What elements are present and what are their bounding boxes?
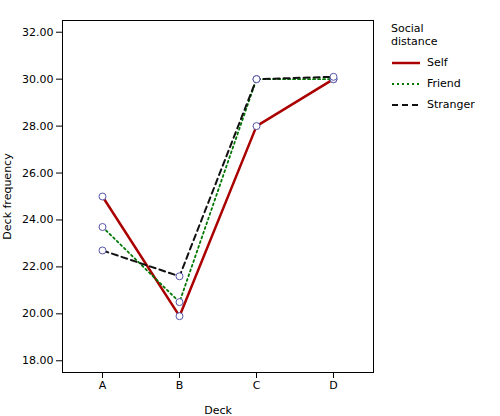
svg-text:28.00: 28.00 (22, 120, 54, 133)
svg-text:A: A (99, 379, 107, 392)
svg-text:24.00: 24.00 (22, 213, 54, 226)
html-text:Friend: Friend (427, 77, 461, 90)
html-text:Stranger: Stranger (427, 98, 475, 111)
svg-text:D: D (329, 379, 337, 392)
svg-text:B: B (176, 379, 184, 392)
html-text:Self: Self (427, 56, 448, 69)
svg-text:Deck frequency: Deck frequency (1, 153, 14, 240)
svg-text:32.00: 32.00 (22, 26, 54, 39)
svg-text:Deck: Deck (204, 404, 232, 416)
svg-text:30.00: 30.00 (22, 73, 54, 86)
svg-text:22.00: 22.00 (22, 260, 54, 273)
svg-text:20.00: 20.00 (22, 307, 54, 320)
svg-text:C: C (253, 379, 261, 392)
svg-text:26.00: 26.00 (22, 167, 54, 180)
svg-text:18.00: 18.00 (22, 354, 54, 367)
html-text:Social distance: Social distance (391, 22, 438, 48)
